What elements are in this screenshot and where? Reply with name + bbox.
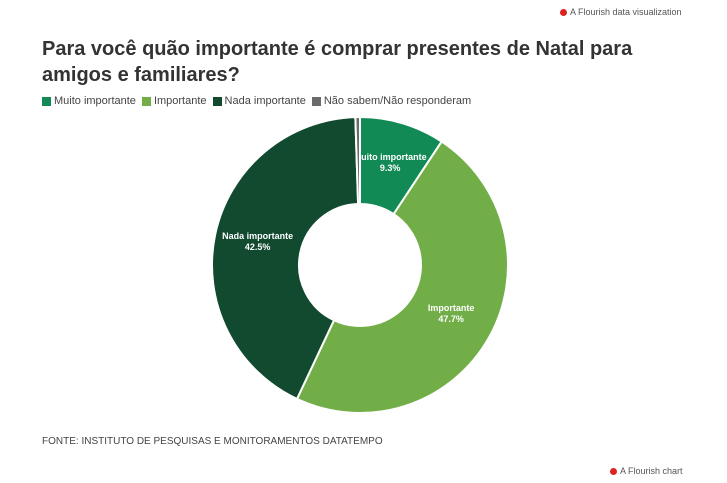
slice-label: Muito importante <box>354 152 427 162</box>
legend-label: Não sabem/Não responderam <box>323 95 472 107</box>
legend-swatch <box>212 96 222 106</box>
legend-item: Nada importante <box>212 95 306 107</box>
slice <box>295 140 509 414</box>
legend-label: Muito importante <box>54 95 136 107</box>
credit-top[interactable]: A Flourish data visualization <box>560 7 682 17</box>
slice-label: Importante <box>428 303 475 313</box>
slice <box>211 116 360 401</box>
legend-item: Não sabem/Não responderam <box>311 95 472 107</box>
credit-bottom[interactable]: A Flourish chart <box>610 466 683 476</box>
slice-value: 47.7% <box>438 314 464 324</box>
credit-text: A Flourish chart <box>620 466 683 476</box>
slice-value: 9.3% <box>380 163 401 173</box>
credit-text: A Flourish data visualization <box>570 7 682 17</box>
legend-item: Importante <box>141 95 207 107</box>
slice-label: Nada importante <box>222 231 293 241</box>
legend-label: Nada importante <box>224 95 306 107</box>
flourish-icon <box>610 467 617 475</box>
legend: Muito importante Importante Nada important… <box>42 95 471 107</box>
legend-swatch <box>141 96 151 106</box>
slice <box>354 115 361 206</box>
slice-value: 42.5% <box>245 242 271 252</box>
legend-swatch <box>42 96 51 106</box>
legend-label: Importante <box>153 95 207 107</box>
legend-swatch <box>311 96 321 106</box>
legend-item: Muito importante <box>42 95 136 107</box>
flourish-icon <box>560 8 567 16</box>
chart-title: Para você quão importante é comprar pres… <box>42 38 633 86</box>
source: FONTE: INSTITUTO DE PESQUISAS E MONITORA… <box>42 436 383 447</box>
